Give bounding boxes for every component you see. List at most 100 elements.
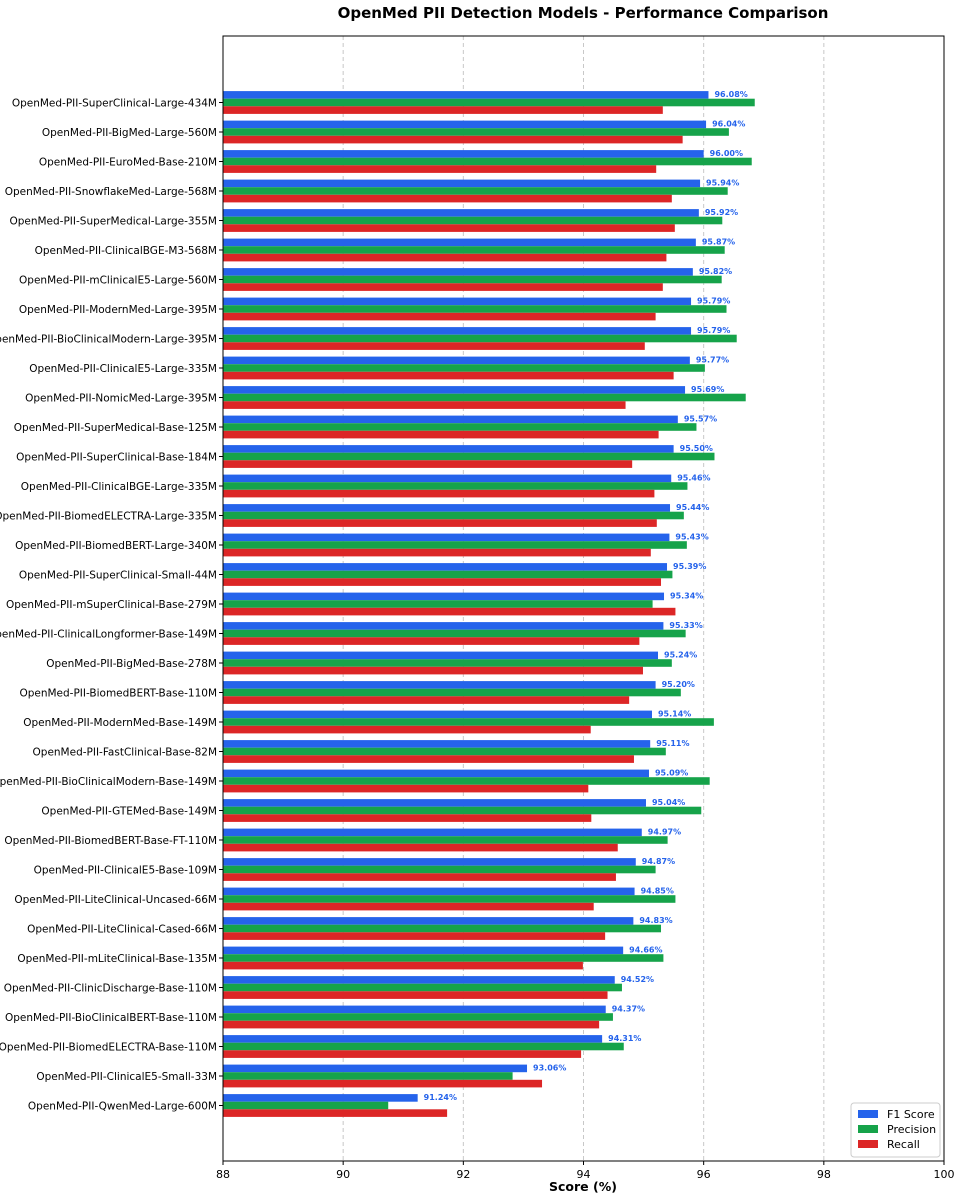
x-axis-label: Score (%) — [549, 1179, 617, 1194]
bar-recall — [223, 430, 659, 439]
x-tick-label: 98 — [817, 1168, 831, 1181]
bar-recall — [223, 224, 675, 232]
bar-recall — [223, 991, 608, 999]
bar-recall — [223, 1109, 448, 1117]
data-label: 94.87% — [642, 857, 675, 866]
y-tick-label: OpenMed-PII-ModernMed-Large-395M — [19, 304, 217, 316]
bar-precision — [223, 423, 697, 431]
y-tick-label: OpenMed-PII-BioClinicalModern-Base-149M — [0, 776, 217, 788]
y-tick-label: OpenMed-PII-SuperMedical-Base-125M — [14, 422, 217, 434]
y-tick-label: OpenMed-PII-BiomedELECTRA-Base-110M — [0, 1042, 217, 1054]
bar-recall — [223, 401, 626, 409]
bar-precision — [223, 187, 728, 195]
data-label: 95.33% — [669, 621, 702, 630]
y-tick-label: OpenMed-PII-QwenMed-Large-600M — [28, 1101, 217, 1113]
y-tick-label: OpenMed-PII-SuperClinical-Base-184M — [16, 452, 217, 464]
bar-precision — [223, 865, 656, 874]
bar-recall — [223, 1079, 543, 1088]
bar-f1-score — [223, 828, 642, 837]
bar-f1-score — [223, 504, 671, 512]
bar-recall — [223, 637, 640, 645]
data-label: 95.11% — [656, 739, 689, 748]
bar-f1-score — [223, 386, 686, 394]
data-label: 96.08% — [714, 90, 747, 99]
bar-f1-score — [223, 445, 674, 453]
y-tick-label: OpenMed-PII-BigMed-Large-560M — [42, 127, 217, 139]
bar-precision — [223, 954, 664, 962]
x-axis: 88 90 92 94 96 98 100 — [216, 1161, 955, 1181]
data-label: 96.00% — [710, 149, 743, 158]
bar-precision — [223, 1072, 513, 1080]
data-label: 95.39% — [673, 562, 706, 571]
data-label: 94.66% — [629, 946, 662, 955]
data-label: 94.37% — [612, 1005, 645, 1014]
bar-precision — [223, 983, 622, 992]
bar-precision — [223, 334, 737, 343]
data-label: 91.24% — [424, 1093, 457, 1102]
bar-recall — [223, 843, 618, 852]
bar-recall — [223, 902, 594, 911]
bar-precision — [223, 275, 722, 284]
bar-precision — [223, 157, 752, 166]
bar-f1-score — [223, 1035, 603, 1043]
legend-swatch — [858, 1110, 878, 1118]
bar-precision — [223, 659, 672, 667]
bar-f1-score — [223, 297, 692, 306]
bar-precision — [223, 895, 676, 903]
bar-f1-score — [223, 179, 701, 188]
bar-precision — [223, 98, 755, 107]
bar-recall — [223, 1050, 582, 1058]
data-label: 95.79% — [697, 326, 730, 335]
y-tick-label: OpenMed-PII-mLiteClinical-Base-135M — [17, 953, 217, 965]
bar-precision — [223, 393, 746, 402]
data-labels: 96.08% 96.04% 96.00% 95.94% 95.92% 95.87% 95.8… — [424, 90, 748, 1102]
bar-precision — [223, 747, 666, 756]
bar-precision — [223, 806, 702, 815]
data-label: 95.79% — [697, 297, 730, 306]
bar-f1-score — [223, 887, 635, 896]
data-label: 95.94% — [706, 179, 739, 188]
bars — [223, 91, 755, 1117]
bar-recall — [223, 873, 616, 881]
bar-f1-score — [223, 622, 664, 630]
bar-f1-score — [223, 1094, 418, 1102]
data-label: 95.87% — [702, 238, 735, 247]
data-label: 95.77% — [696, 356, 729, 365]
bar-f1-score — [223, 1064, 528, 1073]
bar-recall — [223, 312, 656, 321]
bar-recall — [223, 932, 606, 940]
bar-f1-score — [223, 91, 709, 99]
bar-recall — [223, 755, 634, 763]
y-tick-label: OpenMed-PII-SuperClinical-Large-434M — [12, 98, 217, 110]
bar-precision — [223, 629, 686, 638]
y-tick-label: OpenMed-PII-BioClinicalBERT-Base-110M — [5, 1012, 217, 1024]
legend-label: Recall — [887, 1138, 920, 1151]
y-tick-label: OpenMed-PII-ClinicDischarge-Base-110M — [4, 983, 217, 995]
bar-precision — [223, 128, 729, 136]
bar-recall — [223, 666, 643, 675]
bar-f1-score — [223, 1005, 606, 1014]
y-tick-label: OpenMed-PII-BiomedELECTRA-Large-335M — [0, 511, 217, 523]
y-tick-label: OpenMed-PII-ClinicalBGE-M3-568M — [35, 245, 217, 257]
data-label: 95.69% — [691, 385, 724, 394]
y-tick-label: OpenMed-PII-ClinicalE5-Small-33M — [36, 1071, 217, 1083]
chart-title: OpenMed PII Detection Models - Performan… — [338, 4, 829, 22]
data-label: 95.43% — [675, 533, 708, 542]
bar-precision — [223, 570, 673, 579]
bar-recall — [223, 135, 683, 144]
bar-precision — [223, 836, 668, 844]
bar-recall — [223, 814, 592, 822]
x-tick-label: 96 — [697, 1168, 711, 1181]
bar-recall — [223, 961, 583, 970]
bar-f1-score — [223, 415, 678, 424]
x-tick-label: 100 — [934, 1168, 955, 1181]
data-label: 95.92% — [705, 208, 738, 217]
data-label: 95.44% — [676, 503, 709, 512]
bar-f1-score — [223, 858, 636, 866]
bar-f1-score — [223, 651, 659, 660]
data-label: 95.20% — [662, 680, 695, 689]
y-tick-label: OpenMed-PII-BigMed-Base-278M — [46, 658, 217, 670]
data-label: 94.85% — [641, 887, 674, 896]
bar-f1-score — [223, 268, 693, 276]
bar-f1-score — [223, 769, 649, 778]
